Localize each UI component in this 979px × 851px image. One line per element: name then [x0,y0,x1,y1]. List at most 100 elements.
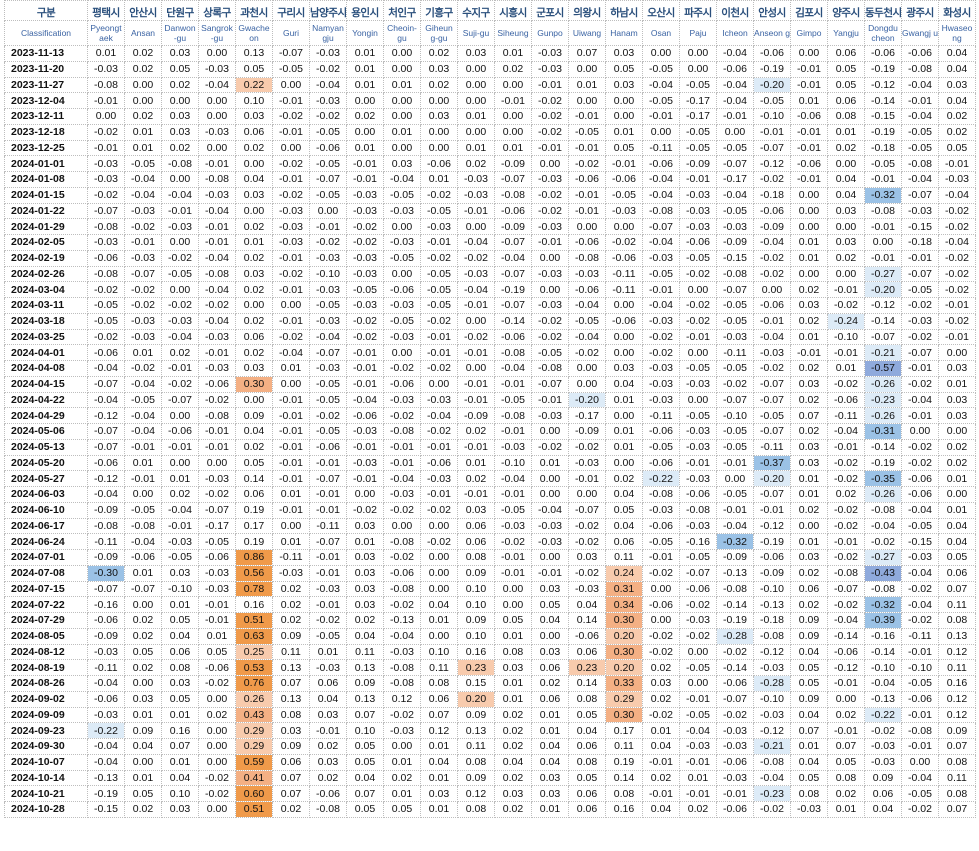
heatmap-cell: -0.26 [864,486,902,503]
heatmap-cell: -0.08 [198,265,236,283]
heatmap-cell: -0.03 [309,281,347,298]
heatmap-cell: -0.03 [272,564,310,582]
heatmap-cell: 0.02 [124,801,162,818]
heatmap-cell: -0.01 [494,486,532,503]
heatmap-cell: 0.13 [272,659,310,676]
heatmap-cell: -0.07 [87,423,125,440]
heatmap-cell: 0.11 [938,659,976,676]
heatmap-cell: -0.06 [87,454,125,472]
heatmap-cell: -0.01 [531,234,569,251]
heatmap-cell: -0.06 [605,249,643,267]
heatmap-cell: 0.14 [568,675,606,692]
heatmap-cell: 0.02 [642,690,680,708]
heatmap-cell: 0.00 [790,218,828,235]
heatmap-cell: 0.14 [235,470,273,487]
heatmap-cell: -0.03 [124,312,162,330]
heatmap-cell: 0.00 [198,801,236,818]
heatmap-cell: 0.12 [383,690,421,708]
heatmap-cell: -0.01 [198,344,236,361]
heatmap-cell: -0.07 [531,375,569,393]
heatmap-cell: -0.02 [938,218,976,235]
heatmap-cell: -0.02 [383,596,421,613]
heatmap-cell: -0.10 [161,580,199,598]
heatmap-cell: -0.13 [864,690,902,708]
heatmap-cell: -0.04 [198,76,236,94]
heatmap-cell: 0.00 [790,517,828,535]
row-date-label: 2023-12-04 [4,92,88,109]
heatmap-cell: -0.02 [568,438,606,456]
row-date-label: 2024-04-01 [4,344,88,361]
heatmap-cell: -0.08 [383,675,421,692]
heatmap-cell: -0.01 [309,218,347,235]
heatmap-cell: -0.02 [716,643,754,661]
heatmap-cell: -0.06 [716,753,754,771]
heatmap-cell: 0.04 [938,45,976,62]
heatmap-cell: -0.03 [198,123,236,141]
heatmap-cell: -0.02 [531,108,569,125]
heatmap-cell: 0.04 [605,375,643,393]
heatmap-cell: 0.02 [790,596,828,613]
heatmap-cell: 0.02 [790,281,828,298]
heatmap-cell: -0.31 [864,423,902,440]
heatmap-cell: 0.00 [531,627,569,645]
heatmap-cell: -0.02 [198,391,236,409]
column-header-en: Ansan [124,20,162,46]
heatmap-cell: -0.08 [383,533,421,550]
heatmap-cell: -0.01 [124,470,162,487]
heatmap-cell: 0.03 [346,580,384,598]
heatmap-cell: -0.02 [642,564,680,582]
heatmap-cell: 0.05 [605,501,643,519]
heatmap-cell: -0.04 [716,45,754,62]
heatmap-cell: 0.09 [790,690,828,708]
heatmap-cell: -0.05 [642,533,680,550]
heatmap-cell: 0.11 [420,659,458,676]
heatmap-cell: -0.01 [790,60,828,78]
heatmap-cell: 0.59 [235,753,273,771]
heatmap-cell: -0.04 [87,360,125,377]
heatmap-cell: 0.01 [124,344,162,361]
row-date-label: 2023-12-11 [4,108,88,125]
heatmap-cell: -0.04 [494,360,532,377]
heatmap-cell: 0.01 [938,375,976,393]
heatmap-cell: -0.15 [901,533,939,550]
heatmap-cell: 0.00 [420,139,458,157]
heatmap-cell: 0.00 [827,155,865,172]
heatmap-cell: 0.07 [827,738,865,755]
heatmap-cell: 0.00 [383,738,421,755]
heatmap-cell: -0.02 [901,612,939,629]
heatmap-cell: -0.05 [679,139,717,157]
heatmap-cell: -0.03 [309,92,347,109]
heatmap-cell: -0.18 [901,234,939,251]
heatmap-cell: -0.01 [716,454,754,472]
heatmap-cell: 0.02 [827,785,865,802]
heatmap-cell: 0.00 [679,281,717,298]
heatmap-cell: -0.02 [309,108,347,125]
heatmap-cell: -0.02 [827,549,865,566]
heatmap-cell: -0.03 [679,202,717,220]
heatmap-cell: -0.14 [864,312,902,330]
heatmap-cell: 0.13 [457,722,495,739]
heatmap-cell: -0.06 [309,438,347,456]
heatmap-cell: -0.03 [198,470,236,487]
heatmap-cell: -0.05 [716,139,754,157]
heatmap-cell: 0.00 [531,549,569,566]
heatmap-cell: -0.04 [901,769,939,787]
heatmap-cell: -0.05 [679,360,717,377]
heatmap-cell: -0.16 [679,533,717,550]
heatmap-cell: -0.03 [272,234,310,251]
heatmap-cell: 0.00 [198,753,236,771]
heatmap-cell: -0.01 [457,391,495,409]
table-row: 2024-02-05 -0.03 -0.01 0.00 -0.01 0.01 -0.03 -0… [4,234,976,251]
heatmap-cell: 0.04 [938,533,976,550]
heatmap-cell: -0.01 [87,139,125,157]
heatmap-cell: -0.04 [753,234,791,251]
heatmap-cell: 0.04 [827,171,865,188]
column-header-en: Hwaseo ng [938,20,976,46]
heatmap-cell: -0.02 [198,486,236,503]
heatmap-cell: 0.09 [346,675,384,692]
heatmap-cell: -0.11 [753,438,791,456]
heatmap-cell: 0.06 [457,533,495,550]
heatmap-cell: 0.00 [235,202,273,220]
heatmap-cell: -0.09 [457,407,495,424]
row-date-label: 2024-07-22 [4,596,88,613]
